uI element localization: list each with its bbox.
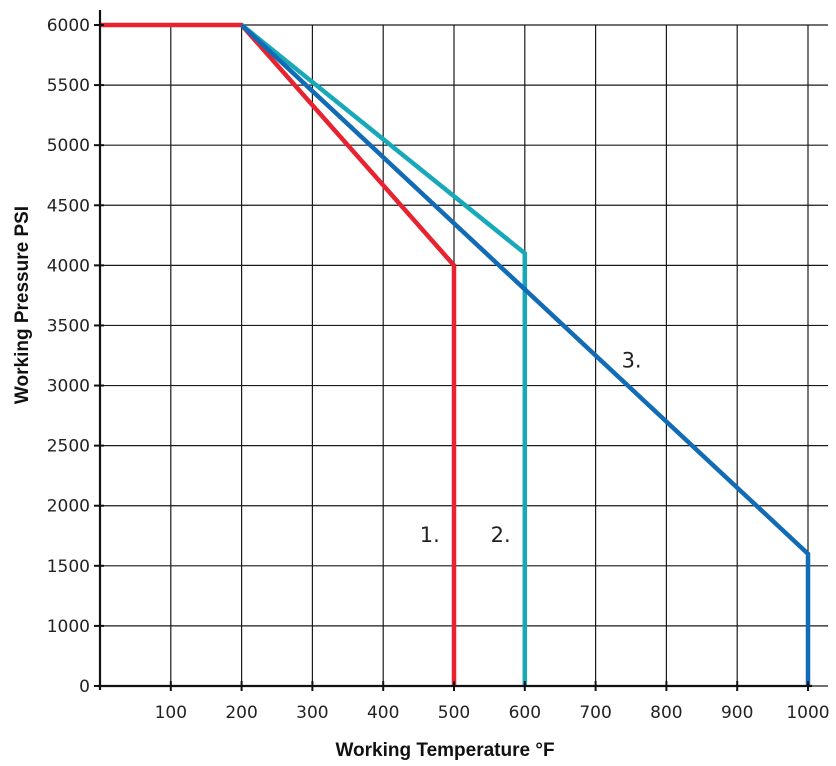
y-tick-label: 4000 xyxy=(47,256,90,276)
series-line-2 xyxy=(240,23,528,686)
x-axis-ticks: 100 200 300 400 500 600 700 800 900 1000 xyxy=(155,681,830,723)
y-tick-label: 3500 xyxy=(47,316,90,336)
series-line-3 xyxy=(240,23,811,686)
y-tick-label: 5000 xyxy=(47,136,90,156)
series-label-1: 1. xyxy=(420,523,440,547)
y-tick-label: 1500 xyxy=(47,557,90,577)
series-labels: 1. 2. 3. xyxy=(420,349,642,547)
x-tick-label: 1000 xyxy=(786,703,829,723)
y-tick-label: 5500 xyxy=(47,76,90,96)
x-tick-label: 200 xyxy=(225,703,257,723)
x-tick-label: 600 xyxy=(509,703,541,723)
x-tick-label: 500 xyxy=(438,703,470,723)
y-axis-ticks: 0 1000 1500 2000 2500 3000 3500 4000 4500 5000 550… xyxy=(47,16,104,697)
y-tick-label: 2000 xyxy=(47,497,90,517)
x-tick-label: 300 xyxy=(296,703,328,723)
y-tick-label: 2500 xyxy=(47,437,90,457)
series-label-3: 3. xyxy=(622,349,642,373)
grid-lines xyxy=(100,24,828,687)
x-tick-label: 700 xyxy=(579,703,611,723)
y-tick-label: 0 xyxy=(79,677,90,697)
series-label-2: 2. xyxy=(491,523,511,547)
x-tick-label: 400 xyxy=(367,703,399,723)
series-lines xyxy=(100,22,811,686)
y-tick-label: 1000 xyxy=(47,617,90,637)
x-tick-label: 800 xyxy=(650,703,682,723)
y-tick-label: 6000 xyxy=(47,16,90,36)
x-tick-label: 900 xyxy=(721,703,753,723)
y-tick-label: 4500 xyxy=(47,196,90,216)
series-line-1 xyxy=(100,22,457,686)
x-axis-title: Working Temperature °F xyxy=(335,740,554,761)
x-tick-label: 100 xyxy=(155,703,187,723)
y-tick-label: 3000 xyxy=(47,377,90,397)
y-axis-title: Working Pressure PSI xyxy=(12,206,33,404)
